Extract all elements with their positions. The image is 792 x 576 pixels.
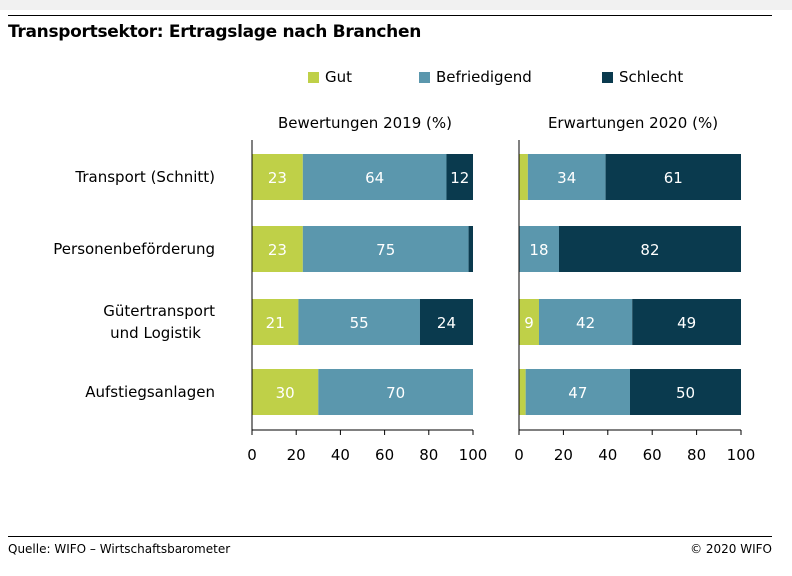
top-rule — [8, 15, 772, 16]
data-label: 50 — [676, 384, 695, 402]
data-label: 75 — [376, 241, 395, 259]
category-label: Aufstiegsanlagen — [85, 383, 215, 401]
x-tick-label: 40 — [598, 446, 617, 464]
data-label: 21 — [266, 314, 285, 332]
legend-label-befriedigend: Befriedigend — [436, 68, 532, 86]
category-label: Transport (Schnitt) — [74, 168, 215, 186]
data-label: 23 — [268, 241, 287, 259]
chart-title: Transportsektor: Ertragslage nach Branch… — [8, 22, 422, 42]
bar-segment-gut — [519, 299, 539, 345]
x-tick-label: 20 — [287, 446, 306, 464]
category-label-line: Personenbeförderung — [53, 240, 215, 258]
x-tick-label: 100 — [727, 446, 756, 464]
legend-label-gut: Gut — [325, 68, 353, 86]
bar-segment-schlecht — [419, 299, 473, 345]
legend-label-schlecht: Schlecht — [619, 68, 684, 86]
category-label-line: Aufstiegsanlagen — [85, 383, 215, 401]
bar-segment-gut — [252, 226, 303, 272]
bar-segment-gut — [252, 299, 299, 345]
category-label-line: und Logistik — [110, 324, 201, 342]
panel-title: Bewertungen 2019 (%) — [278, 114, 452, 132]
data-label: 55 — [350, 314, 369, 332]
bar-segment-gut — [519, 154, 528, 200]
legend-item-befriedigend: Befriedigend — [419, 68, 532, 86]
bar-segment-befriedigend — [527, 154, 606, 200]
x-tick-label: 0 — [514, 446, 524, 464]
data-label: 12 — [450, 169, 469, 187]
data-label: 18 — [529, 241, 548, 259]
bar-segment-gut — [519, 369, 526, 415]
legend: Gut Befriedigend Schlecht — [0, 68, 792, 88]
legend-item-schlecht: Schlecht — [602, 68, 683, 86]
bar-segment-befriedigend — [519, 226, 559, 272]
category-label-line: Gütertransport — [103, 302, 215, 320]
x-tick-label: 0 — [247, 446, 257, 464]
data-label: 82 — [640, 241, 659, 259]
x-tick-label: 60 — [375, 446, 394, 464]
data-label: 61 — [664, 169, 683, 187]
data-label: 47 — [568, 384, 587, 402]
data-label: 9 — [524, 314, 534, 332]
bar-segment-befriedigend — [538, 299, 633, 345]
legend-item-gut: Gut — [308, 68, 352, 86]
x-tick-label: 80 — [419, 446, 438, 464]
panel-title: Erwartungen 2020 (%) — [548, 114, 718, 132]
data-label: 49 — [677, 314, 696, 332]
x-tick-label: 40 — [331, 446, 350, 464]
bar-segment-schlecht — [446, 154, 473, 200]
data-label: 24 — [437, 314, 456, 332]
bar-segment-befriedigend — [302, 154, 447, 200]
bar-segment-schlecht — [558, 226, 741, 272]
bar-segment-schlecht — [632, 299, 741, 345]
bar-segment-befriedigend — [298, 299, 420, 345]
x-tick-label: 80 — [687, 446, 706, 464]
bar-segment-befriedigend — [302, 226, 469, 272]
legend-swatch-schlecht — [602, 71, 613, 83]
bar-segment-befriedigend — [318, 369, 473, 415]
bar-segment-gut — [252, 154, 303, 200]
top-bar — [0, 0, 792, 10]
data-label: 23 — [268, 169, 287, 187]
bar-segment-befriedigend — [525, 369, 630, 415]
category-label: Personenbeförderung — [53, 240, 215, 258]
category-label: Gütertransport und Logistik — [103, 302, 215, 342]
legend-swatch-gut — [308, 71, 319, 83]
bar-segment-gut — [252, 369, 319, 415]
data-label: 42 — [576, 314, 595, 332]
x-tick-label: 20 — [554, 446, 573, 464]
data-label: 34 — [557, 169, 576, 187]
data-label: 70 — [386, 384, 405, 402]
bar-segment-schlecht — [630, 369, 741, 415]
bar-segment-schlecht — [605, 154, 741, 200]
copyright-note: © 2020 WIFO — [690, 542, 772, 556]
source-note: Quelle: WIFO – Wirtschaftsbarometer — [8, 542, 231, 556]
x-tick-label: 100 — [459, 446, 488, 464]
legend-swatch-befriedigend — [419, 71, 430, 83]
data-label: 30 — [276, 384, 295, 402]
bottom-rule — [8, 536, 772, 537]
category-label-line: Transport (Schnitt) — [74, 168, 215, 186]
data-label: 64 — [365, 169, 384, 187]
x-tick-label: 60 — [643, 446, 662, 464]
bar-segment-schlecht — [468, 226, 473, 272]
